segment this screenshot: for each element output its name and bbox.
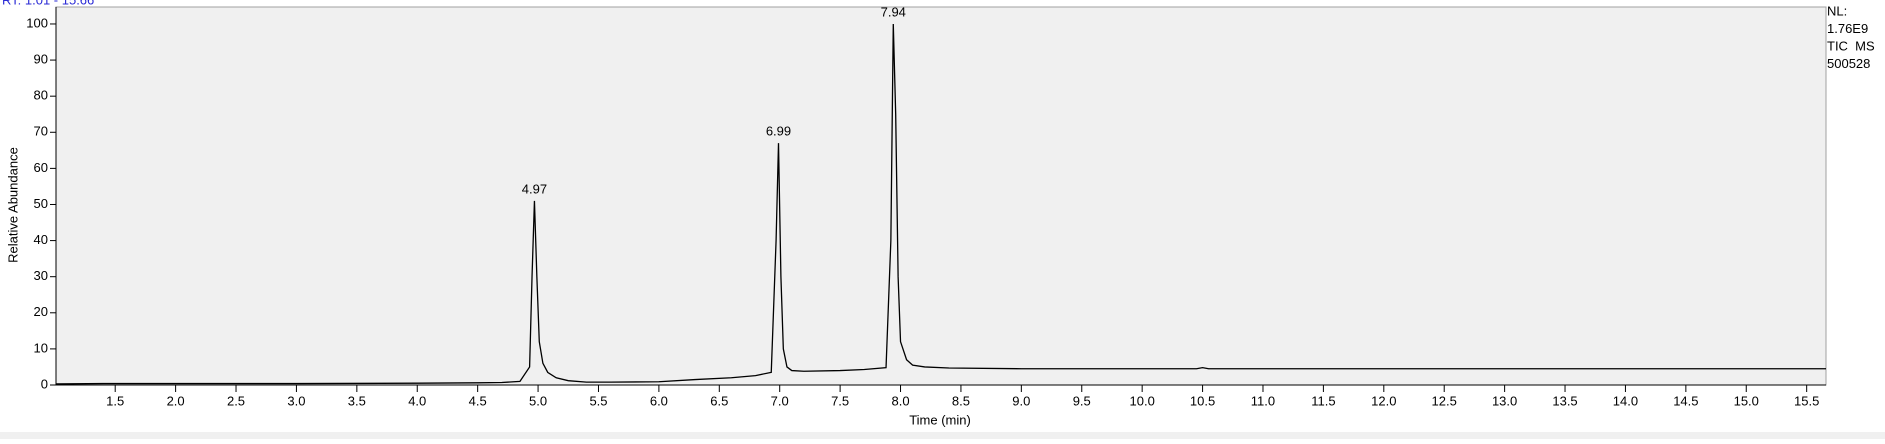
info-text: NL: xyxy=(1827,3,1847,18)
x-tick-label: 4.5 xyxy=(469,393,487,408)
x-tick-label: 2.5 xyxy=(227,393,245,408)
x-axis-label: Time (min) xyxy=(909,412,971,427)
x-tick-label: 1.5 xyxy=(106,393,124,408)
x-tick-label: 14.0 xyxy=(1613,393,1638,408)
x-tick-label: 12.0 xyxy=(1371,393,1396,408)
x-tick-label: 10.5 xyxy=(1190,393,1215,408)
x-tick-label: 15.0 xyxy=(1734,393,1759,408)
y-tick-label: 60 xyxy=(34,160,48,175)
info-text: TIC MS xyxy=(1827,38,1875,53)
x-tick-label: 5.5 xyxy=(589,393,607,408)
x-tick-label: 7.0 xyxy=(771,393,789,408)
y-tick-label: 80 xyxy=(34,88,48,103)
x-tick-label: 13.5 xyxy=(1552,393,1577,408)
x-tick-label: 11.0 xyxy=(1251,393,1275,408)
y-tick-label: 10 xyxy=(34,340,48,355)
x-tick-label: 11.5 xyxy=(1311,393,1335,408)
y-tick-label: 30 xyxy=(34,268,48,283)
x-tick-label: 6.0 xyxy=(650,393,668,408)
header: RT: 1.01 - 15.66 xyxy=(2,0,94,7)
x-tick-label: 3.0 xyxy=(287,393,305,408)
y-tick-label: 20 xyxy=(34,304,48,319)
x-tick-label: 14.5 xyxy=(1673,393,1698,408)
y-tick-label: 40 xyxy=(34,232,48,247)
x-tick-label: 13.0 xyxy=(1492,393,1517,408)
x-tick-label: 12.5 xyxy=(1432,393,1457,408)
x-tick-label: 5.0 xyxy=(529,393,547,408)
info-text: 1.76E9 xyxy=(1827,21,1868,36)
y-tick-label: 90 xyxy=(34,52,48,67)
peak-label: 7.94 xyxy=(881,4,906,19)
x-tick-label: 9.0 xyxy=(1012,393,1030,408)
x-tick-label: 10.0 xyxy=(1130,393,1155,408)
x-tick-label: 2.0 xyxy=(167,393,185,408)
plot-area xyxy=(55,6,1827,386)
x-tick-label: 4.0 xyxy=(408,393,426,408)
status-strip xyxy=(0,432,1885,439)
info-text: 500528 xyxy=(1827,56,1870,71)
x-tick-label: 3.5 xyxy=(348,393,366,408)
y-tick-label: 70 xyxy=(34,124,48,139)
x-tick-label: 6.5 xyxy=(710,393,728,408)
x-tick-label: 8.0 xyxy=(891,393,909,408)
y-tick-label: 50 xyxy=(34,196,48,211)
x-tick-label: 8.5 xyxy=(952,393,970,408)
y-axis-label: Relative Abundance xyxy=(5,147,20,263)
x-tick-label: 9.5 xyxy=(1073,393,1091,408)
x-tick-label: 15.5 xyxy=(1794,393,1819,408)
trace xyxy=(55,23,1826,385)
peak-label: 4.97 xyxy=(522,181,547,196)
y-tick-label: 100 xyxy=(26,15,48,30)
x-tick-label: 7.5 xyxy=(831,393,849,408)
y-tick-label: 0 xyxy=(41,376,48,391)
peak-label: 6.99 xyxy=(766,124,791,139)
